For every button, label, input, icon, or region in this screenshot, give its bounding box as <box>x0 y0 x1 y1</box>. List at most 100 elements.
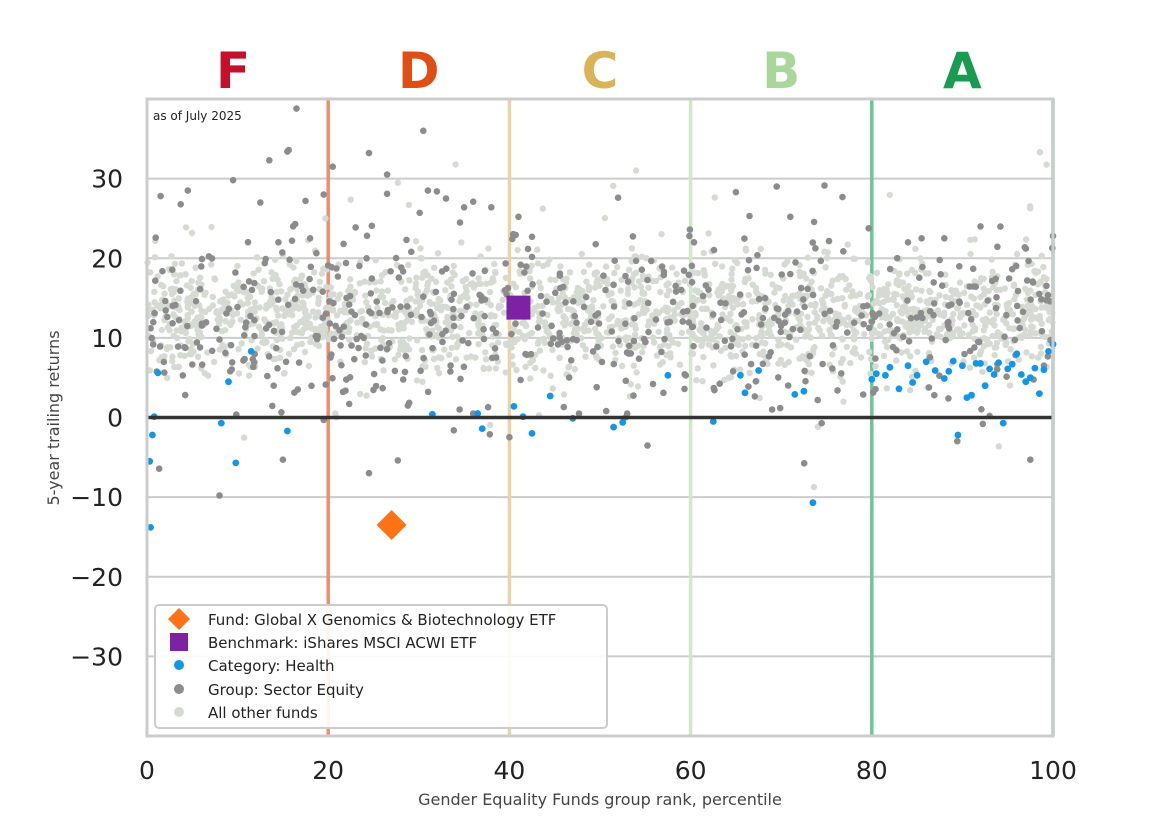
point-group-sector-equity <box>631 315 638 322</box>
point-all-other-funds <box>817 285 825 292</box>
point-group-sector-equity <box>267 288 275 296</box>
point-all-other-funds <box>881 328 888 335</box>
point-all-other-funds <box>397 342 405 349</box>
point-group-sector-equity <box>751 393 759 400</box>
point-all-other-funds <box>530 307 538 314</box>
point-category-health <box>922 358 930 366</box>
point-group-sector-equity <box>571 312 578 320</box>
point-group-sector-equity <box>814 396 821 404</box>
point-all-other-funds <box>492 269 499 277</box>
point-all-other-funds <box>1022 236 1030 243</box>
point-all-other-funds <box>395 351 402 358</box>
point-all-other-funds <box>571 366 578 373</box>
point-group-sector-equity <box>264 372 271 380</box>
point-group-sector-equity <box>346 292 354 300</box>
point-group-sector-equity <box>460 204 468 211</box>
point-all-other-funds <box>630 362 637 369</box>
point-all-other-funds <box>1037 278 1044 285</box>
point-group-sector-equity <box>738 311 745 318</box>
point-all-other-funds <box>174 334 181 342</box>
point-group-sector-equity <box>926 354 934 361</box>
point-group-sector-equity <box>587 318 595 326</box>
point-group-sector-equity <box>765 353 773 360</box>
point-all-other-funds <box>227 321 234 328</box>
point-group-sector-equity <box>1014 317 1021 324</box>
point-all-other-funds <box>412 238 420 245</box>
point-all-other-funds <box>495 302 503 310</box>
point-all-other-funds <box>742 342 749 350</box>
point-group-sector-equity <box>379 384 387 392</box>
point-group-sector-equity <box>622 320 629 328</box>
point-all-other-funds <box>594 276 601 284</box>
point-all-other-funds <box>458 239 465 246</box>
point-category-health <box>225 378 232 386</box>
point-all-other-funds <box>624 285 632 293</box>
point-all-other-funds <box>922 270 929 277</box>
point-all-other-funds <box>255 266 262 273</box>
point-all-other-funds <box>653 277 660 284</box>
point-group-sector-equity <box>147 325 154 332</box>
point-all-other-funds <box>424 279 432 286</box>
point-group-sector-equity <box>833 318 841 326</box>
point-group-sector-equity <box>306 235 314 242</box>
point-group-sector-equity <box>251 332 258 340</box>
point-group-sector-equity <box>753 264 760 272</box>
point-group-sector-equity <box>245 278 253 285</box>
point-group-sector-equity <box>580 303 588 311</box>
point-all-other-funds <box>297 275 304 282</box>
point-all-other-funds <box>401 347 408 354</box>
point-group-sector-equity <box>844 329 851 336</box>
point-all-other-funds <box>649 334 657 341</box>
point-category-health <box>1004 365 1012 373</box>
point-all-other-funds <box>949 288 956 295</box>
point-group-sector-equity <box>886 321 893 328</box>
point-all-other-funds <box>988 256 995 263</box>
point-all-other-funds <box>1038 304 1045 311</box>
point-all-other-funds <box>1040 263 1047 271</box>
point-all-other-funds <box>491 260 498 268</box>
point-group-sector-equity <box>956 299 963 307</box>
point-group-sector-equity <box>492 329 500 337</box>
point-group-sector-equity <box>893 254 901 262</box>
point-all-other-funds <box>323 283 330 291</box>
point-group-sector-equity <box>149 341 157 348</box>
point-group-sector-equity <box>575 410 583 417</box>
point-group-sector-equity <box>669 298 677 306</box>
point-all-other-funds <box>208 261 215 268</box>
point-all-other-funds <box>701 272 708 279</box>
point-all-other-funds <box>154 302 161 309</box>
point-all-other-funds <box>327 291 335 298</box>
point-all-other-funds <box>486 288 494 296</box>
point-group-sector-equity <box>251 316 258 324</box>
point-all-other-funds <box>549 346 556 353</box>
point-all-other-funds <box>956 279 964 286</box>
point-group-sector-equity <box>1038 327 1046 335</box>
point-all-other-funds <box>391 356 398 363</box>
point-all-other-funds <box>345 328 352 336</box>
point-all-other-funds <box>907 353 914 360</box>
point-group-sector-equity <box>645 328 652 336</box>
point-all-other-funds <box>781 261 788 268</box>
point-group-sector-equity <box>1001 333 1008 341</box>
point-all-other-funds <box>266 298 274 305</box>
point-all-other-funds <box>758 328 765 335</box>
point-group-sector-equity <box>658 263 666 270</box>
point-all-other-funds <box>555 294 563 302</box>
point-all-other-funds <box>244 294 251 301</box>
fund-marker <box>376 509 407 540</box>
point-group-sector-equity <box>594 343 601 351</box>
point-group-sector-equity <box>403 236 410 244</box>
point-group-sector-equity <box>248 286 256 294</box>
point-all-other-funds <box>839 295 846 302</box>
point-all-other-funds <box>806 320 813 327</box>
point-all-other-funds <box>271 320 278 327</box>
point-group-sector-equity <box>416 209 424 217</box>
point-all-other-funds <box>368 353 376 360</box>
point-group-sector-equity <box>521 269 528 276</box>
point-category-health <box>737 371 744 379</box>
point-group-sector-equity <box>894 326 901 333</box>
point-category-health <box>986 365 993 373</box>
point-group-sector-equity <box>1003 373 1010 381</box>
point-all-other-funds <box>885 336 892 343</box>
point-all-other-funds <box>204 349 211 356</box>
